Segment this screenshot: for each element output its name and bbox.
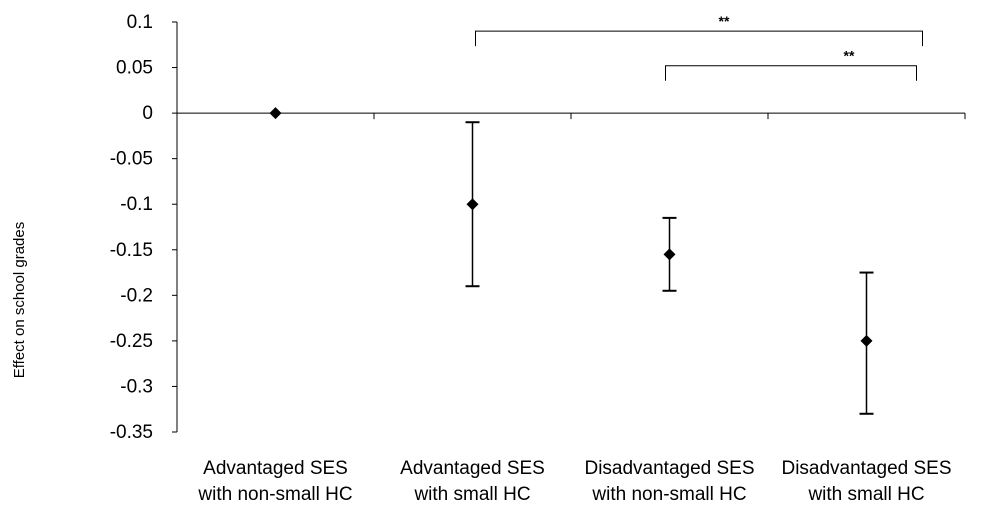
y-axis: 0.1 0.05 0 -0.05 -0.1 -0.15 -0.2 -0.25 -0.3 -0.35 — [110, 12, 178, 443]
y-tick-label: -0.1 — [120, 194, 153, 215]
y-tick-label: -0.35 — [110, 422, 153, 443]
x-category-label-line: Advantaged SES — [203, 458, 348, 479]
significance-label: ** — [844, 48, 855, 64]
y-axis-title: Effect on school grades — [11, 222, 28, 379]
significance-brackets: ** ** — [475, 13, 923, 81]
y-tick-label: -0.3 — [120, 376, 153, 397]
x-axis — [177, 112, 966, 120]
category-labels: Advantaged SES with non-small HCAdvantage… — [197, 458, 951, 505]
x-category-label: Advantaged SES with non-small HC — [197, 458, 352, 505]
x-category-label-line: Disadvantaged SES — [584, 458, 754, 479]
significance-bracket: ** — [475, 13, 923, 47]
y-tick-label: 0 — [142, 103, 153, 124]
significance-label: ** — [719, 13, 730, 29]
x-category-label: Advantaged SES with small HC — [400, 458, 545, 505]
data-point-diamond — [663, 248, 676, 261]
y-tick-label: -0.05 — [110, 149, 153, 170]
x-category-label-line: with small HC — [413, 484, 530, 505]
bracket-line — [665, 65, 917, 81]
y-tick-label: 0.1 — [127, 12, 153, 33]
x-category-label-line: with non-small HC — [197, 484, 352, 505]
data-points — [269, 107, 873, 347]
data-point-diamond — [269, 107, 282, 120]
x-category-label-line: with non-small HC — [591, 484, 746, 505]
y-tick-label: -0.15 — [110, 240, 153, 261]
x-category-label: Disadvantaged SES with non-small HC — [584, 458, 754, 505]
y-tick-label: -0.2 — [120, 285, 153, 306]
y-tick-label: 0.05 — [116, 58, 153, 79]
error-bars — [465, 121, 874, 415]
y-tick-label: -0.25 — [110, 331, 153, 352]
x-category-label-line: Advantaged SES — [400, 458, 545, 479]
data-point-diamond — [466, 198, 479, 211]
significance-bracket: ** — [665, 48, 917, 81]
x-category-label-line: Disadvantaged SES — [781, 458, 951, 479]
x-category-label-line: with small HC — [807, 484, 924, 505]
data-point-diamond — [860, 334, 873, 347]
bracket-line — [475, 30, 923, 47]
x-category-label: Disadvantaged SES with small HC — [781, 458, 951, 505]
